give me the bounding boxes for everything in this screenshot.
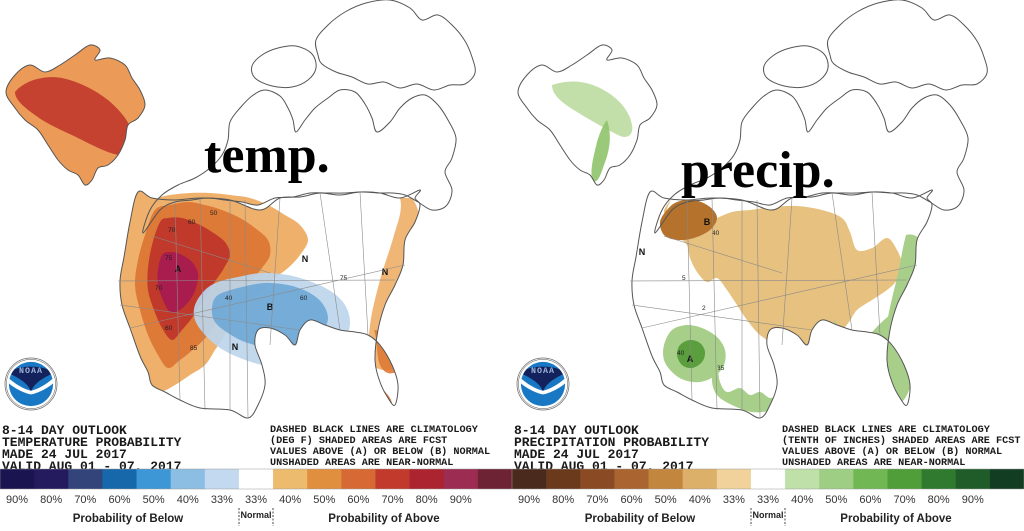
svg-text:90%: 90% [962, 494, 984, 506]
svg-text:70%: 70% [586, 494, 608, 506]
svg-text:40%: 40% [791, 494, 813, 506]
svg-text:40: 40 [677, 350, 685, 357]
svg-text:70: 70 [155, 285, 163, 292]
svg-text:60: 60 [188, 219, 196, 226]
svg-text:33%: 33% [245, 494, 267, 506]
svg-text:precip.: precip. [681, 142, 835, 199]
svg-text:80%: 80% [552, 494, 574, 506]
svg-text:Probability of Below: Probability of Below [73, 513, 184, 525]
svg-text:60%: 60% [620, 494, 642, 506]
svg-text:A: A [175, 264, 182, 274]
svg-text:60%: 60% [108, 494, 130, 506]
svg-text:50%: 50% [313, 494, 335, 506]
svg-text:Probability of Above: Probability of Above [840, 513, 951, 525]
svg-text:DASHED BLACK LINES ARE CLIMATO: DASHED BLACK LINES ARE CLIMATOLOGY [270, 425, 479, 436]
svg-text:40%: 40% [177, 494, 199, 506]
svg-text:33%: 33% [211, 494, 233, 506]
svg-text:N: N [302, 254, 309, 264]
svg-text:60%: 60% [347, 494, 369, 506]
svg-text:(DEG F) SHADED AREAS ARE FCST: (DEG F) SHADED AREAS ARE FCST [270, 435, 447, 447]
svg-text:N: N [382, 267, 389, 277]
svg-text:70%: 70% [74, 494, 96, 506]
svg-text:80%: 80% [40, 494, 62, 506]
svg-text:50%: 50% [143, 494, 165, 506]
svg-text:VALUES ABOVE (A) OR BELOW (B): VALUES ABOVE (A) OR BELOW (B) NORMAL [782, 446, 1002, 458]
svg-text:50%: 50% [655, 494, 677, 506]
svg-text:80%: 80% [416, 494, 438, 506]
svg-text:B: B [704, 217, 711, 227]
svg-text:NOAA: NOAA [19, 367, 43, 376]
svg-text:90%: 90% [6, 494, 28, 506]
svg-text:(TENTH OF INCHES) SHADED AREAS: (TENTH OF INCHES) SHADED AREAS ARE FCST [782, 435, 1020, 447]
svg-text:70: 70 [168, 227, 176, 234]
svg-text:40%: 40% [689, 494, 711, 506]
svg-text:Probability of Above: Probability of Above [328, 513, 439, 525]
svg-text:90%: 90% [518, 494, 540, 506]
svg-text:UNSHADED AREAS ARE NEAR-NORMAL: UNSHADED AREAS ARE NEAR-NORMAL [782, 458, 965, 469]
svg-text:50%: 50% [825, 494, 847, 506]
svg-text:60%: 60% [859, 494, 881, 506]
svg-text:50: 50 [210, 210, 218, 217]
svg-text:33%: 33% [723, 494, 745, 506]
svg-text:UNSHADED AREAS ARE NEAR-NORMAL: UNSHADED AREAS ARE NEAR-NORMAL [270, 458, 453, 469]
svg-text:Normal: Normal [240, 510, 271, 520]
svg-text:A: A [687, 354, 694, 364]
svg-text:DASHED BLACK LINES ARE CLIMATO: DASHED BLACK LINES ARE CLIMATOLOGY [782, 425, 991, 436]
svg-text:Normal: Normal [752, 510, 783, 520]
svg-text:VALUES ABOVE (A) OR BELOW (B): VALUES ABOVE (A) OR BELOW (B) NORMAL [270, 446, 490, 458]
svg-text:40: 40 [225, 295, 233, 302]
svg-text:N: N [232, 342, 239, 352]
svg-text:75: 75 [165, 255, 173, 262]
svg-text:70%: 70% [894, 494, 916, 506]
svg-text:40%: 40% [279, 494, 301, 506]
svg-text:2: 2 [702, 305, 706, 312]
svg-text:90%: 90% [450, 494, 472, 506]
svg-text:85: 85 [190, 345, 198, 352]
svg-text:NOAA: NOAA [531, 367, 555, 376]
svg-text:60: 60 [300, 295, 308, 302]
svg-text:33%: 33% [757, 494, 779, 506]
svg-text:Probability of Below: Probability of Below [585, 513, 696, 525]
svg-text:60: 60 [165, 325, 173, 332]
svg-text:temp.: temp. [204, 127, 330, 184]
svg-text:70%: 70% [382, 494, 404, 506]
svg-text:80%: 80% [928, 494, 950, 506]
svg-text:N: N [639, 247, 646, 257]
